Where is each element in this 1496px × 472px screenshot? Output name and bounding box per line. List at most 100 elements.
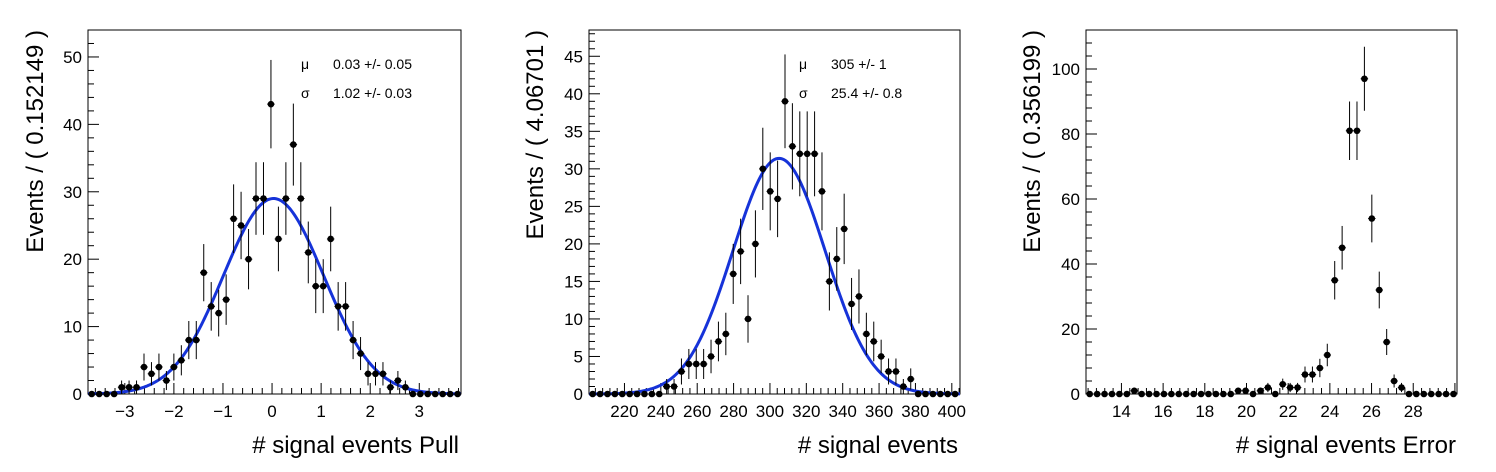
data-point xyxy=(1301,366,1309,383)
data-point xyxy=(1182,390,1190,398)
x-tick-label: 300 xyxy=(756,402,784,421)
point-marker xyxy=(230,215,237,223)
data-point xyxy=(147,362,156,386)
data-point xyxy=(110,390,118,398)
point-marker xyxy=(334,303,342,310)
fit-curve xyxy=(588,156,961,396)
data-point xyxy=(237,191,245,260)
data-point xyxy=(847,277,856,330)
data-point xyxy=(766,152,774,231)
data-point xyxy=(125,380,133,394)
point-marker xyxy=(1093,390,1101,398)
data-point xyxy=(670,378,678,394)
point-marker xyxy=(685,360,693,368)
point-marker xyxy=(140,363,148,371)
point-marker xyxy=(446,390,454,398)
point-marker xyxy=(951,390,959,398)
data-point xyxy=(833,227,841,291)
data-point xyxy=(244,229,253,290)
point-marker xyxy=(752,240,759,248)
data-point xyxy=(87,390,96,398)
point-marker xyxy=(759,165,767,173)
data-point xyxy=(453,390,462,398)
y-axis-title: Events / ( 0.152149 ) xyxy=(22,30,49,253)
point-marker xyxy=(611,390,619,398)
point-marker xyxy=(848,300,855,308)
point-marker xyxy=(312,282,320,290)
point-marker xyxy=(148,370,155,378)
data-point xyxy=(252,162,260,235)
data-point xyxy=(379,362,387,386)
x-tick-label: 24 xyxy=(1320,402,1339,421)
data-point xyxy=(692,348,700,379)
data-point xyxy=(1420,390,1428,398)
point-marker xyxy=(1145,390,1153,398)
point-marker xyxy=(1286,384,1294,391)
point-marker xyxy=(245,255,252,263)
data-point xyxy=(117,380,126,394)
point-marker xyxy=(922,390,929,398)
point-marker xyxy=(907,375,915,383)
y-tick-label: 0 xyxy=(73,385,82,404)
point-marker xyxy=(200,269,208,276)
data-point xyxy=(1085,390,1094,398)
point-marker xyxy=(944,390,952,398)
data-point xyxy=(1427,390,1435,398)
data-point xyxy=(1093,390,1101,398)
point-marker xyxy=(892,368,900,375)
point-marker xyxy=(774,195,781,203)
point-marker xyxy=(1220,390,1227,398)
y-tick-label: 30 xyxy=(564,160,583,179)
y-tick-label: 60 xyxy=(1061,190,1080,209)
y-tick-label: 0 xyxy=(574,385,583,404)
point-marker xyxy=(349,336,357,344)
data-point xyxy=(1360,46,1369,111)
data-point xyxy=(884,358,893,385)
point-marker xyxy=(170,363,178,371)
stat-mu-value: 0.03 +/- 0.05 xyxy=(333,56,412,72)
point-marker xyxy=(900,383,907,390)
point-marker xyxy=(416,390,424,398)
data-point xyxy=(870,321,878,362)
data-point xyxy=(751,210,760,278)
y-tick-label: 35 xyxy=(564,122,583,141)
point-marker xyxy=(655,390,663,398)
x-tick-label: 1 xyxy=(316,402,325,421)
data-point xyxy=(371,362,380,386)
point-marker xyxy=(260,195,267,202)
x-tick-label: 2 xyxy=(365,402,374,421)
data-point xyxy=(1108,390,1116,398)
point-marker xyxy=(1153,390,1160,398)
data-point xyxy=(1375,271,1383,309)
data-points xyxy=(1085,46,1458,398)
data-point xyxy=(304,221,313,284)
data-point xyxy=(1264,382,1272,393)
stat-sigma-value: 1.02 +/- 0.03 xyxy=(333,85,412,101)
y-tick-label: 20 xyxy=(1061,320,1080,339)
data-point xyxy=(781,54,789,149)
data-point xyxy=(289,103,298,186)
data-point xyxy=(1368,194,1376,243)
point-marker xyxy=(937,390,944,398)
point-marker xyxy=(319,282,327,290)
y-tick-label: 20 xyxy=(63,250,82,269)
data-point xyxy=(1330,261,1339,300)
stat-mu-symbol: μ xyxy=(799,56,807,72)
stat-sigma-value: 25.4 +/- 0.8 xyxy=(831,85,902,101)
x-tick-label: 400 xyxy=(938,402,966,421)
x-tick-label: 20 xyxy=(1237,402,1256,421)
y-tick-label: 15 xyxy=(564,272,583,291)
data-point xyxy=(341,282,350,331)
data-point xyxy=(364,362,372,386)
data-point xyxy=(759,127,767,210)
x-tick-label: 22 xyxy=(1279,402,1298,421)
data-point xyxy=(1197,390,1205,398)
point-marker xyxy=(267,100,275,108)
point-marker xyxy=(826,278,833,285)
point-marker xyxy=(103,390,110,398)
point-marker xyxy=(618,390,626,398)
data-point xyxy=(297,162,305,235)
point-marker xyxy=(252,195,260,202)
data-point xyxy=(1130,387,1138,395)
point-marker xyxy=(1368,215,1376,222)
